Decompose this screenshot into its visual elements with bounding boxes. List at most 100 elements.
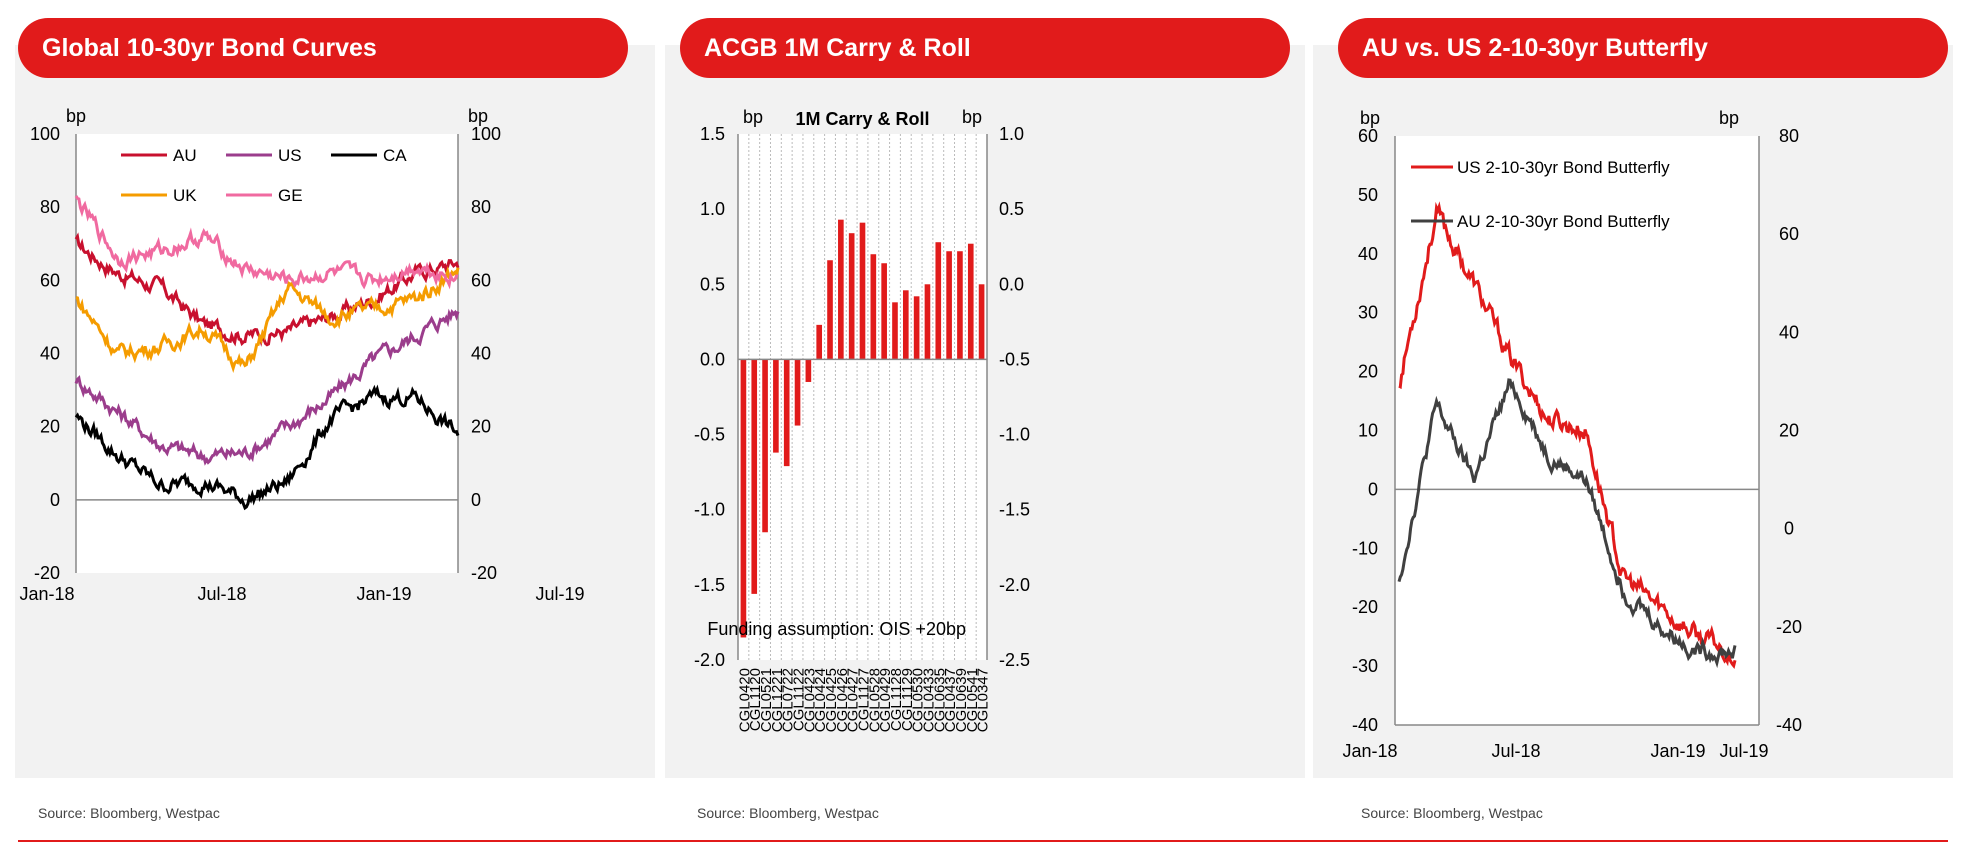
x-category-label: CGL1128 [888,668,905,731]
y-tick-label-left: -20 [34,563,60,583]
y-tick-label-right: 80 [471,197,491,217]
y-axis-unit-right: bp [962,107,982,127]
bar-cgl1127 [859,222,866,360]
y-tick-label-right: 0.5 [999,199,1024,219]
bar-cgl0639 [957,251,963,360]
legend-label-uk: UK [173,186,197,205]
x-category-label: CGL0433 [920,668,937,732]
x-category-label: CGL0437 [942,668,959,732]
x-category-label: CGL0521 [758,668,775,732]
source-bond-curves: Source: Bloomberg, Westpac [38,805,220,821]
x-category-label: CGL0722 [780,668,797,732]
y-tick-label-right: 20 [471,417,491,437]
bar-cgl0427 [848,233,855,360]
chart-title: 1M Carry & Roll [795,109,929,129]
x-tick-label: Jul-19 [1719,741,1768,761]
bar-cgl0423 [805,359,812,382]
y-tick-label-left: 60 [40,270,60,290]
y-tick-label-right: -1.5 [999,500,1030,520]
y-tick-label-right: 40 [1779,322,1799,342]
x-tick-label: Jan-19 [356,584,411,604]
x-category-label: CGL1221 [769,668,786,732]
y-axis-unit-right: bp [1719,108,1739,128]
y-tick-label-left: 10 [1358,421,1378,441]
y-tick-label-left: 1.5 [700,124,725,144]
x-category-label: CGL1120 [747,668,764,731]
y-axis-unit-left: bp [1360,108,1380,128]
bar-cgl0530 [913,296,920,360]
y-tick-label-left: 80 [40,197,60,217]
y-tick-label-right: 60 [1779,224,1799,244]
bar-cgl0424 [816,324,823,360]
x-category-label: CGL0635 [931,668,948,732]
x-category-label: CGL1129 [899,668,916,731]
y-tick-label-left: 20 [1358,362,1378,382]
y-tick-label-left: 0.0 [700,349,725,369]
y-tick-label-left: -1.5 [694,575,725,595]
x-category-label: CGL0528 [866,668,883,732]
x-tick-label: Jan-18 [1342,741,1397,761]
y-tick-label-right: -20 [471,563,497,583]
bar-cgl1128 [892,302,898,360]
bar-cgl0425 [827,260,833,360]
bar-cgl0437 [946,251,952,360]
source-carry-roll: Source: Bloomberg, Westpac [697,805,879,821]
bottom-rule [18,840,1948,842]
y-tick-label-right: 1.0 [999,124,1024,144]
y-tick-label-left: 0 [50,490,60,510]
series-line-us [74,308,460,466]
carry-roll-chart: 1.5 1.0 1.0 0.5 0.5 0.0 0.0 -0.5 -0.5 -1.0 -1.0 -1.… [694,107,1030,732]
source-butterfly: Source: Bloomberg, Westpac [1361,805,1543,821]
x-tick-label: Jul-19 [535,584,584,604]
series-line-ge [74,195,459,290]
bar-cgl0722 [783,359,790,467]
series-line-ca [74,384,460,511]
bar-cgl0347 [978,284,985,360]
bar-cgl0429 [881,263,887,360]
series-line-uk [75,265,460,373]
y-tick-label-right: 0 [471,490,481,510]
bar-cgl1129 [902,290,909,360]
x-category-label: CGL0541 [964,668,981,732]
y-tick-label-right: 100 [471,124,501,144]
y-tick-label-left: 40 [40,344,60,364]
y-tick-label-right: -2.0 [999,575,1030,595]
butterfly-chart: 60 50 40 30 20 10 0 -10 -20 -30 -40 80 60 40 20 0 -20 -40… [1342,108,1802,761]
y-tick-label-left: -2.0 [694,650,725,670]
x-category-label: CGL1122 [791,668,808,731]
legend-label-us: US [278,146,302,165]
x-tick-label: Jul-18 [197,584,246,604]
y-tick-label-right: 40 [471,344,491,364]
y-axis-unit-left: bp [66,106,86,126]
bar-cgl1221 [773,359,779,453]
y-tick-label-left: 20 [40,417,60,437]
y-axis-unit-right: bp [468,106,488,126]
series-line-au [74,232,460,347]
legend-label-ca: CA [383,146,407,165]
panel-title-carry-roll: ACGB 1M Carry & Roll [680,18,1290,78]
x-category-label: CGL1127 [856,668,873,731]
funding-annotation: Funding assumption: OIS +20bp [707,619,966,639]
legend-label-ge: GE [278,186,303,205]
y-tick-label-left: 50 [1358,185,1378,205]
plot-area [738,134,987,660]
legend-label-us: US 2-10-30yr Bond Butterfly [1457,158,1670,177]
y-tick-label-right: 0.0 [999,274,1024,294]
x-tick-label: Jul-18 [1491,741,1540,761]
x-category-label: CGL0420 [736,668,753,732]
bar-cgl0426 [838,219,844,360]
x-category-label: CGL0425 [823,668,840,732]
y-tick-label-right: -40 [1776,715,1802,735]
y-tick-label-left: -1.0 [694,500,725,520]
y-tick-label-right: 20 [1779,421,1799,441]
y-tick-label-left: 30 [1358,303,1378,323]
bar-cgl0521 [762,359,768,533]
bar-cgl0541 [967,243,974,360]
y-tick-label-left: 40 [1358,244,1378,264]
panel-title-bond-curves: Global 10-30yr Bond Curves [18,18,628,78]
x-category-label: CGL0423 [801,668,818,732]
x-category-label: CGL0347 [975,668,992,732]
legend-label-au: AU 2-10-30yr Bond Butterfly [1457,212,1670,231]
bar-cgl0433 [924,284,931,360]
y-axis-unit-left: bp [743,107,763,127]
